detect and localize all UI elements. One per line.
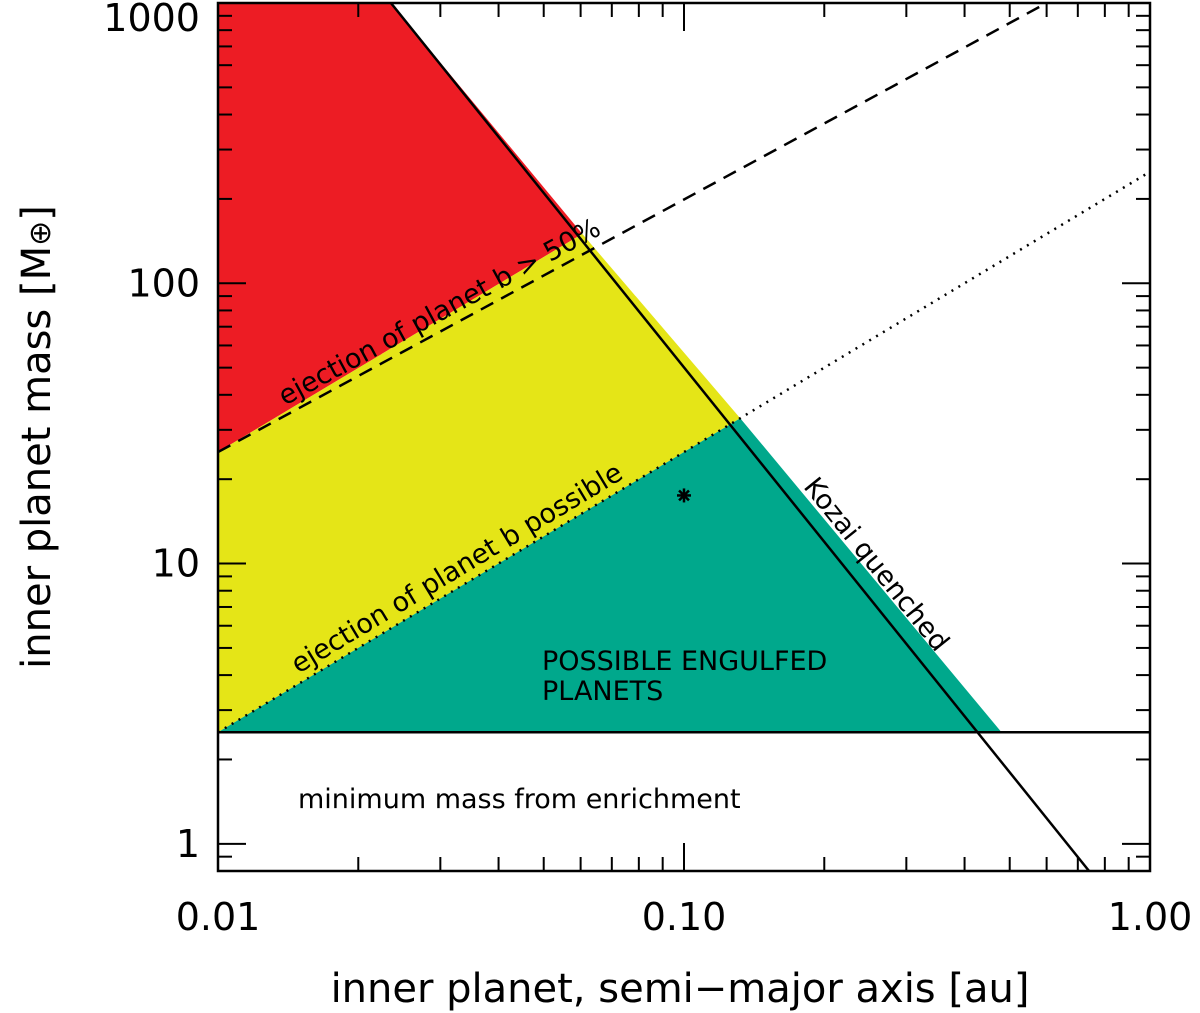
y-tick-label: 1000 (103, 0, 200, 40)
y-tick-label: 10 (152, 542, 200, 586)
plot-frame (216, 1, 1152, 873)
region-yellow (218, 233, 741, 733)
annotation-engulfed-line1: POSSIBLE ENGULFED (542, 646, 827, 677)
y-tick-label: 100 (127, 261, 200, 305)
y-axis-title: inner planet mass [M⊕] (14, 205, 60, 669)
annotation-minimum-mass: minimum mass from enrichment (298, 784, 741, 815)
tick-labels: 0.01 0.10 1.00 1 10 100 1000 (103, 0, 1192, 939)
data-point-marker (677, 488, 691, 503)
chart-lines (218, 3, 1150, 871)
region-red (218, 3, 583, 452)
y-axis-title-main: inner planet mass [M (14, 246, 60, 669)
x-axis-title: inner planet, semi−major axis [au] (331, 966, 1030, 1012)
chart-regions (218, 3, 1002, 733)
y-tick-label: 1 (176, 822, 200, 866)
y-axis-title-end: ] (14, 205, 60, 221)
x-tick-label: 0.10 (642, 895, 727, 939)
annotation-engulfed-line2: PLANETS (542, 676, 663, 707)
earth-symbol: ⊕ (23, 221, 58, 246)
star-stroke (678, 489, 690, 502)
x-tick-label: 1.00 (1108, 895, 1193, 939)
region-green (218, 418, 1002, 733)
kozai-line (389, 3, 1091, 871)
ejection-50-line (218, 3, 1048, 454)
x-tick-label: 0.01 (176, 895, 261, 939)
